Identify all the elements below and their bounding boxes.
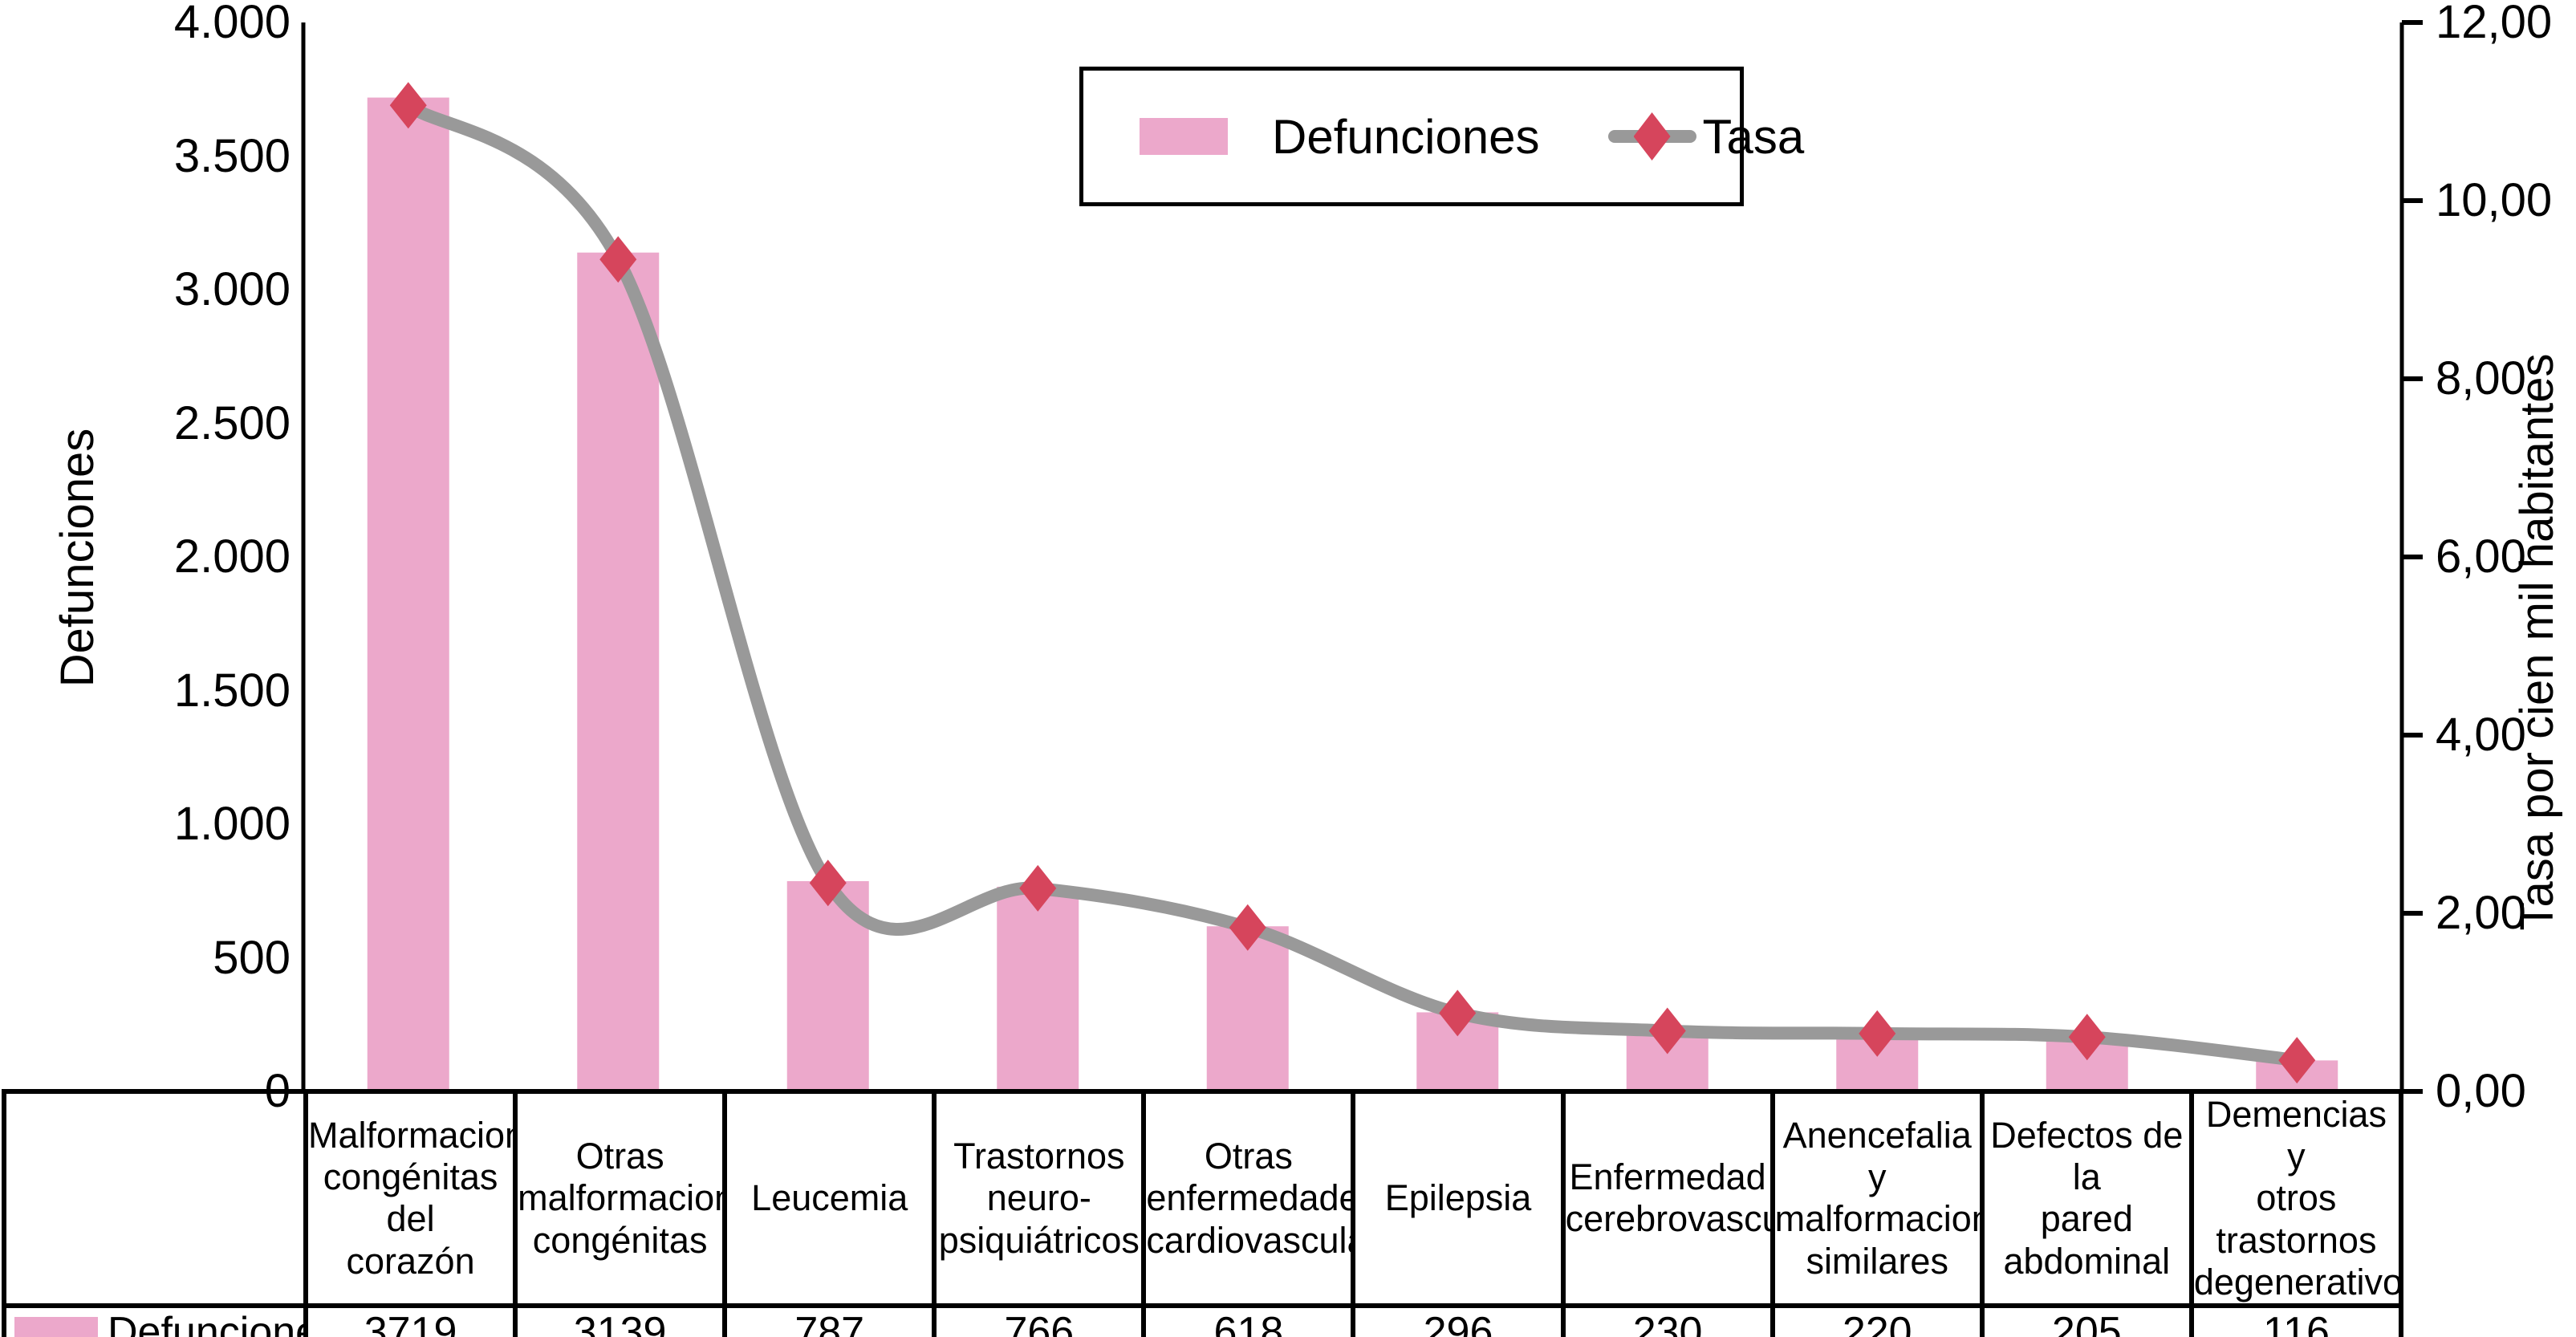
axis-tick-label: 8,00 [2436,352,2526,404]
tasa-marker-diamond [2278,1037,2316,1084]
axis-tick-label: 4.000 [173,0,291,48]
tasa-marker-diamond [389,82,427,129]
axis-tick-label: 1.500 [173,664,291,717]
bar-defunciones [1206,926,1289,1091]
tasa-legend-label: Tasa [1702,109,1805,164]
tasa-marker-diamond [1229,904,1266,951]
bar-defunciones [997,886,1079,1091]
category-label: Anencefalia y malformaciones similares [1769,1089,1985,1308]
table-value-cell: 618 [1141,1302,1356,1337]
axis-tick-label: 0,00 [2436,1065,2526,1117]
category-label: Epilepsia [1351,1089,1566,1308]
series-key-label: Defunciones [108,1308,301,1337]
table-corner-empty [2,1089,308,1308]
category-label: Trastornos neuro- psiquiátricos [932,1089,1147,1308]
category-row: Malformaciones congénitas del corazónOtr… [2,1089,2404,1308]
table-value-cell: 3719 [303,1302,518,1337]
table-row-defunciones: Defunciones37193139787766618296230220205… [2,1302,2404,1337]
category-label: Otras malformaciones congénitas [513,1089,728,1308]
tasa-marker-diamond [1019,864,1057,912]
tasa-marker-diamond [2068,1014,2106,1061]
tasa-marker-diamond [1648,1007,1686,1055]
table-value-cell: 205 [1979,1302,2194,1337]
bar-defunciones [577,252,660,1091]
table-value-cell: 296 [1351,1302,1566,1337]
axis-tick-label: 2,00 [2436,887,2526,939]
axis-tick-label: 4,00 [2436,709,2526,761]
category-label: Leucemia [722,1089,937,1308]
table-value-cell: 766 [932,1302,1147,1337]
left-axis-tick-labels: 0 500 1.000 1.500 2.000 2.500 3.000 3.500 4.000 [0,0,291,1337]
category-label: Otras enfermedades cardiovasculares [1141,1089,1356,1308]
tasa-legend-key [1607,112,1696,161]
axis-tick-label: 1.000 [173,798,291,850]
tasa-diamond-icon [1633,112,1671,161]
tasa-marker-diamond [599,236,637,283]
right-axis-title: Tasa por cien mil habitantes [2511,353,2563,931]
tasa-marker-diamond [1439,990,1477,1037]
axis-tick-label: 2.500 [173,396,291,449]
left-axis-title: Defunciones [51,428,104,688]
category-label: Malformaciones congénitas del corazón [303,1089,518,1308]
table-value-cell: 787 [722,1302,937,1337]
axis-tick-label: 500 [213,931,291,984]
tasa-marker-diamond [809,860,847,907]
chart-legend: Defunciones Tasa [1079,67,1804,206]
category-label: Enfermedad cerebrovascular [1560,1089,1775,1308]
tasa-line [401,99,2304,1067]
axis-tick-label: 6,00 [2436,530,2526,583]
data-table: Malformaciones congénitas del corazónOtr… [2,1089,2404,1337]
table-value-cell: 116 [2188,1302,2404,1337]
series-key-cell: Defunciones [2,1302,308,1337]
category-label: Defectos de la pared abdominal [1979,1089,2194,1308]
axis-tick-label: 2.000 [173,530,291,583]
bar-defunciones [367,97,449,1091]
axis-tick-label: 12,00 [2436,0,2553,48]
axis-tick-label: 10,00 [2436,174,2553,226]
table-value-cell: 3139 [513,1302,728,1337]
series-key: Defunciones [9,1308,301,1337]
axis-tick-label: 3.500 [173,129,291,182]
table-value-cell: 230 [1560,1302,1775,1337]
table-value-cell: 220 [1769,1302,1985,1337]
right-axis-tick-labels: 0,00 2,00 4,00 6,00 8,00 10,00 12,00 [2436,0,2576,1337]
defunciones-legend-swatch [1140,118,1228,155]
axis-tick-label: 3.000 [173,263,291,315]
category-label: Demencias y otros trastornos degenerativ… [2188,1089,2404,1308]
tasa-marker-diamond [1859,1010,1896,1057]
defunciones-legend-label: Defunciones [1272,109,1540,164]
defunciones-swatch-icon [14,1316,98,1337]
